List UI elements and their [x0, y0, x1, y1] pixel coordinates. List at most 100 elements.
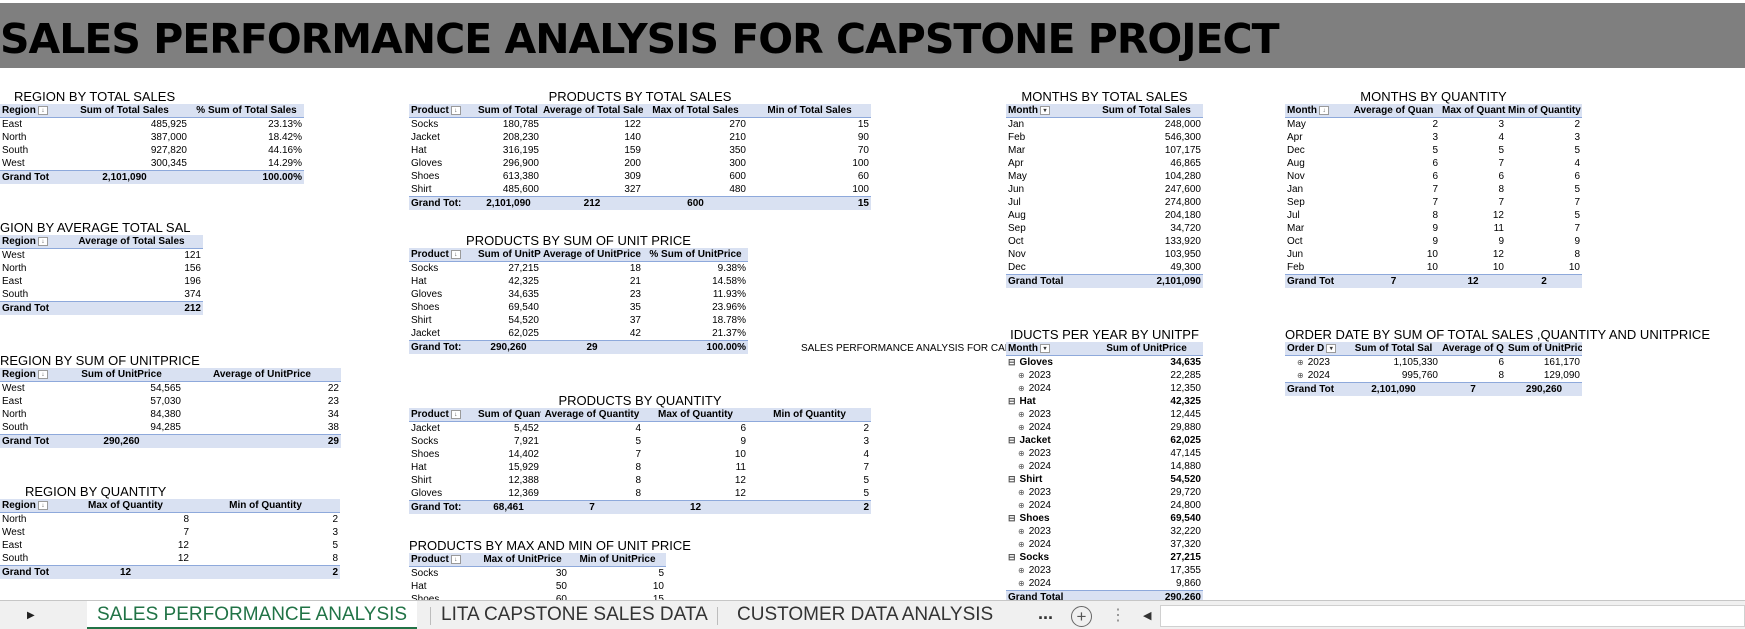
table-row: Feb 546,300 — [1006, 131, 1203, 144]
add-sheet-icon[interactable]: + — [1071, 606, 1092, 627]
value-cell: 180,785 — [502, 119, 539, 130]
scroll-left-icon[interactable]: ◀ — [1143, 610, 1152, 622]
row-label: Shirt — [411, 475, 432, 486]
pivot-column-header[interactable]: Month ▾ — [1006, 104, 1090, 118]
value-cell: 2 — [863, 423, 869, 434]
grand-total-label: Grand Tot — [0, 565, 60, 579]
value-cell: 12 — [734, 475, 746, 486]
horizontal-scrollbar[interactable] — [1160, 605, 1745, 627]
value-cell: 3 — [1498, 119, 1504, 130]
pivot-column-header[interactable]: Region ↓ — [0, 235, 60, 249]
table-row: Jan 7 8 5 — [1285, 183, 1582, 196]
value-cell: 121 — [184, 250, 201, 261]
table-row: Jun 247,600 — [1006, 183, 1203, 196]
sheet-nav-next-icon[interactable]: ▶ — [27, 610, 35, 621]
grand-total-value: 15 — [748, 196, 871, 210]
value-cell: 14,880 — [1170, 461, 1201, 472]
pivot-column-header[interactable]: Region ↓ — [0, 104, 60, 118]
pivot-header-row: Region ↓ Average of Total Sales — [0, 235, 203, 249]
value-cell: 995,760 — [1401, 370, 1438, 381]
pivot-column-header[interactable]: Month ↓ — [1285, 104, 1347, 118]
tab-lita-capstone-sales-data[interactable]: LITA CAPSTONE SALES DATA — [441, 604, 708, 625]
value-cell: 7 — [1574, 223, 1580, 234]
value-cell: 62,025 — [1170, 435, 1201, 446]
header-label: Max of UnitPrice — [483, 554, 562, 565]
filter-dropdown-icon[interactable]: ▾ — [1326, 343, 1337, 353]
value-cell: 327 — [624, 184, 641, 195]
row-label: Shirt — [411, 184, 432, 195]
value-cell: 32,220 — [1170, 526, 1201, 537]
header-label: Region — [2, 236, 36, 247]
pivot-column-header[interactable]: Product ↓ — [409, 408, 476, 422]
value-cell: 3 — [863, 436, 869, 447]
pivot-column-header[interactable]: Product ↓ — [409, 553, 476, 567]
row-label: 2023 — [1006, 525, 1090, 538]
value-cell: 5 — [658, 568, 664, 579]
sort-filter-icon[interactable]: ↓ — [37, 236, 48, 246]
pivot-title: ORDER DATE BY SUM OF TOTAL SALES ,QUANTI… — [1285, 327, 1710, 342]
pivot-column-header: Min of Total Sales — [748, 104, 871, 118]
pivot-column-header: % Sum of Total Sales — [189, 104, 304, 118]
grand-total-value: 29 — [183, 434, 341, 448]
value-cell: 37 — [629, 315, 641, 326]
pivot-column-header: Sum of UnitPrice — [1090, 342, 1203, 356]
value-cell: 927,820 — [150, 145, 187, 156]
sort-filter-icon[interactable]: ↓ — [37, 500, 48, 510]
sort-filter-icon[interactable]: ↓ — [1319, 105, 1329, 115]
value-cell: 122 — [624, 119, 641, 130]
row-label: Oct — [1008, 236, 1024, 247]
value-cell: 11 — [1493, 223, 1504, 234]
filter-dropdown-icon[interactable]: ▾ — [1040, 105, 1050, 115]
splitter-dots-icon[interactable]: ⋮ — [1110, 607, 1126, 624]
sort-filter-icon[interactable]: ↓ — [450, 554, 461, 564]
value-cell: 12 — [177, 540, 189, 551]
more-sheets-button[interactable]: ... — [1038, 603, 1054, 623]
pivot-column-header[interactable]: Region ↓ — [0, 368, 60, 382]
pivot-header-row: Month ▾ Sum of UnitPrice — [1006, 342, 1203, 356]
pivot-column-header[interactable]: Month ▾ — [1006, 342, 1090, 356]
row-label: Gloves — [1006, 356, 1090, 370]
pivot-column-header: Sum of UnitPrice — [476, 248, 541, 262]
row-label: South — [2, 553, 29, 564]
table-row: Jan 248,000 — [1006, 118, 1203, 132]
tab-sales-performance-analysis[interactable]: SALES PERFORMANCE ANALYSIS — [87, 601, 418, 629]
value-cell: 12 — [1492, 249, 1504, 260]
value-cell: 69,540 — [1170, 513, 1201, 524]
value-cell: 6 — [1432, 158, 1438, 169]
row-label: 2024 — [1006, 499, 1090, 512]
header-label: Region — [2, 369, 36, 380]
row-label: Jacket — [1006, 434, 1090, 447]
tab-customer-data-analysis[interactable]: CUSTOMER DATA ANALYSIS — [737, 604, 994, 625]
table-row: 2023 17,355 — [1006, 564, 1203, 577]
pivot-column-header[interactable]: Order D ▾ — [1285, 342, 1347, 356]
sort-filter-icon[interactable]: ↓ — [450, 409, 461, 419]
sort-filter-icon[interactable]: ↓ — [450, 105, 461, 115]
value-cell: 12,350 — [1170, 383, 1201, 394]
sort-filter-icon[interactable]: ↓ — [37, 369, 48, 379]
value-cell: 9 — [740, 436, 746, 447]
row-label: 2023 — [1006, 564, 1090, 577]
filter-dropdown-icon[interactable]: ▾ — [1040, 343, 1050, 353]
value-cell: 18 — [629, 263, 641, 274]
value-cell: 133,920 — [1164, 236, 1201, 247]
pivot-column-header[interactable]: Region ↓ — [0, 499, 60, 513]
row-label: East — [2, 396, 23, 407]
table-row: Apr 3 4 3 — [1285, 131, 1582, 144]
value-cell: 29,880 — [1170, 422, 1201, 433]
value-cell: 100 — [852, 184, 869, 195]
sort-filter-icon[interactable]: ↓ — [37, 105, 48, 115]
header-label: Average of Total Sales — [78, 236, 185, 247]
table-row: Hat 316,195 159 350 70 — [409, 144, 871, 157]
pivot-column-header[interactable]: Product ↓ — [409, 248, 476, 262]
header-label: Region — [2, 500, 36, 511]
table-row: East 12 5 — [0, 539, 340, 552]
value-cell: 129,090 — [1543, 370, 1580, 381]
value-cell: 27,215 — [508, 263, 539, 274]
sort-filter-icon[interactable]: ↓ — [450, 249, 461, 259]
row-label: Jacket — [411, 132, 440, 143]
pivot-column-header[interactable]: Product ↓ — [409, 104, 476, 118]
row-label: 2024 — [1006, 382, 1090, 395]
row-label: Gloves — [411, 289, 443, 300]
value-cell: 29,720 — [1170, 487, 1201, 498]
